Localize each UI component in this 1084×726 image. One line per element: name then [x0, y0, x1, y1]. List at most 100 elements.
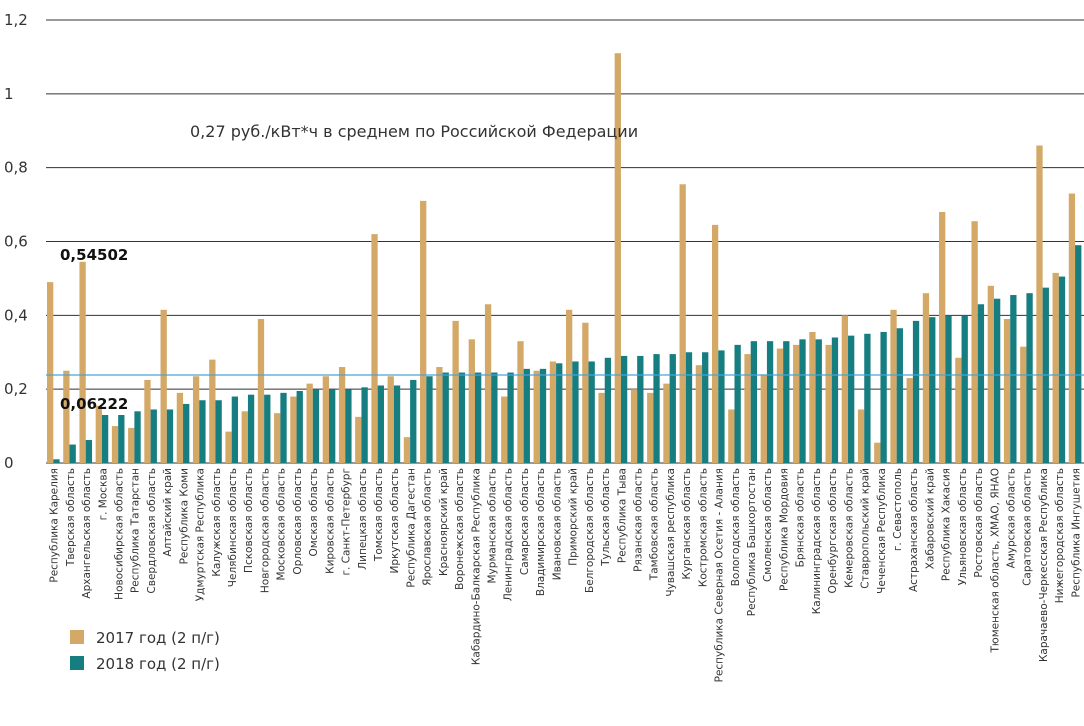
x-category-label: Кабардино-Балкарская Республика — [470, 468, 482, 665]
bar-2018-11 — [231, 396, 239, 463]
bar-2018-5 — [134, 411, 141, 463]
bar-2018-62 — [1058, 276, 1066, 463]
bar-2017-1 — [63, 370, 70, 463]
x-category-label: Тульская область — [600, 468, 612, 567]
bar-2018-39 — [685, 352, 693, 463]
bar-2017-15 — [290, 396, 297, 463]
x-category-label: Мурманская область — [487, 468, 499, 584]
bar-2018-59 — [1010, 295, 1017, 463]
bar-2017-55 — [939, 211, 946, 463]
bar-2017-21 — [387, 376, 394, 463]
x-category-label: Саратовская область — [1022, 468, 1034, 586]
bar-2017-38 — [663, 383, 670, 463]
x-category-label: Республика Мордовия — [778, 468, 790, 591]
bar-2018-63 — [1075, 245, 1082, 463]
bar-2017-28 — [501, 396, 508, 463]
x-category-label: Приморский край — [568, 468, 580, 566]
x-category-label: Липецкая область — [357, 468, 369, 570]
bar-2017-10 — [209, 359, 216, 463]
bar-2018-28 — [507, 372, 514, 463]
bar-2017-59 — [1003, 319, 1011, 463]
bar-2018-6 — [150, 409, 157, 463]
x-category-label: Оренбургская область — [827, 468, 839, 593]
bar-2017-35 — [614, 53, 621, 463]
bar-2018-52 — [896, 328, 903, 463]
x-category-label: Калининградская область — [811, 468, 823, 614]
x-category-label: Томская область — [373, 468, 385, 562]
x-category-label: г. Москва — [97, 468, 109, 520]
bar-2017-3 — [95, 405, 102, 463]
bar-2017-17 — [322, 376, 330, 463]
x-category-label: Нижегородская область — [1054, 468, 1066, 603]
bar-2018-23 — [426, 376, 433, 463]
x-category-label: Владимирская область — [535, 468, 547, 596]
bar-2018-1 — [69, 444, 76, 463]
bar-2018-48 — [831, 337, 839, 463]
legend-label-2018: 2018 год (2 п/г) — [96, 655, 220, 673]
bar-2018-4 — [118, 415, 125, 463]
bar-2017-51 — [874, 442, 881, 463]
x-category-label: Республика Хакасия — [941, 468, 953, 581]
bar-2017-25 — [452, 320, 459, 463]
bar-2018-0 — [53, 459, 60, 463]
bar-2017-2 — [79, 261, 86, 463]
bar-2017-26 — [468, 339, 475, 463]
x-category-label: Республика Дагестан — [405, 468, 417, 588]
x-category-label: Ульяновская область — [957, 468, 969, 585]
x-category-label: г. Севастополь — [892, 468, 904, 551]
bar-2017-62 — [1052, 272, 1059, 463]
bar-2018-50 — [864, 333, 871, 463]
bar-2017-19 — [355, 416, 362, 463]
annotation-max-value: 0,54502 — [60, 246, 128, 264]
x-category-label: Ставропольский край — [860, 468, 872, 589]
bar-2017-5 — [128, 427, 135, 463]
bar-2018-19 — [361, 387, 368, 463]
bar-2018-12 — [247, 394, 255, 463]
bar-2018-51 — [880, 331, 887, 463]
x-category-label: Калужская область — [211, 468, 223, 577]
y-tick-label: 0,6 — [4, 233, 28, 251]
bar-2018-9 — [199, 400, 206, 463]
x-category-label: Свердловская область — [146, 468, 158, 594]
bar-2018-8 — [183, 403, 190, 463]
y-tick-label: 0 — [4, 454, 14, 472]
x-category-label: Чувашская республика — [665, 468, 677, 597]
bar-2017-50 — [857, 409, 865, 463]
x-category-label: Республика Тыва — [616, 468, 628, 563]
bar-2017-18 — [338, 367, 346, 463]
bar-2017-61 — [1036, 145, 1043, 463]
x-category-label: Республика Коми — [178, 468, 190, 564]
bar-2018-44 — [766, 341, 774, 463]
x-category-label: Тверская область — [65, 468, 77, 567]
bar-2018-14 — [280, 392, 287, 463]
x-category-label: Брянская область — [795, 468, 807, 567]
bar-2017-23 — [420, 200, 427, 463]
bar-2018-30 — [539, 368, 547, 463]
bar-2017-60 — [1020, 346, 1027, 463]
x-category-label: Новгородская область — [259, 468, 271, 593]
bar-2017-20 — [371, 234, 378, 463]
bar-2017-39 — [679, 184, 686, 463]
y-tick-label: 0,4 — [4, 306, 28, 324]
bar-2018-31 — [556, 363, 563, 463]
bar-2017-27 — [484, 304, 492, 463]
bar-2017-45 — [776, 348, 784, 463]
average-note: 0,27 руб./кВт*ч в среднем по Российской … — [190, 122, 638, 141]
bar-2018-41 — [718, 350, 725, 463]
bar-2018-45 — [783, 341, 790, 463]
bar-2018-36 — [637, 355, 644, 463]
bar-2018-17 — [329, 389, 336, 463]
x-category-label: Кемеровская область — [843, 468, 855, 588]
bar-2017-34 — [598, 392, 605, 463]
bar-2017-7 — [160, 309, 167, 463]
bar-2018-54 — [929, 317, 936, 463]
x-category-label: Кировская область — [324, 468, 336, 574]
bar-2017-44 — [760, 374, 767, 463]
bar-2017-9 — [192, 376, 200, 463]
bar-2017-52 — [890, 309, 897, 463]
bar-2017-33 — [582, 322, 589, 463]
x-category-label: Воронежская область — [454, 468, 466, 590]
bar-2018-38 — [669, 354, 676, 463]
bar-2017-16 — [306, 383, 313, 463]
